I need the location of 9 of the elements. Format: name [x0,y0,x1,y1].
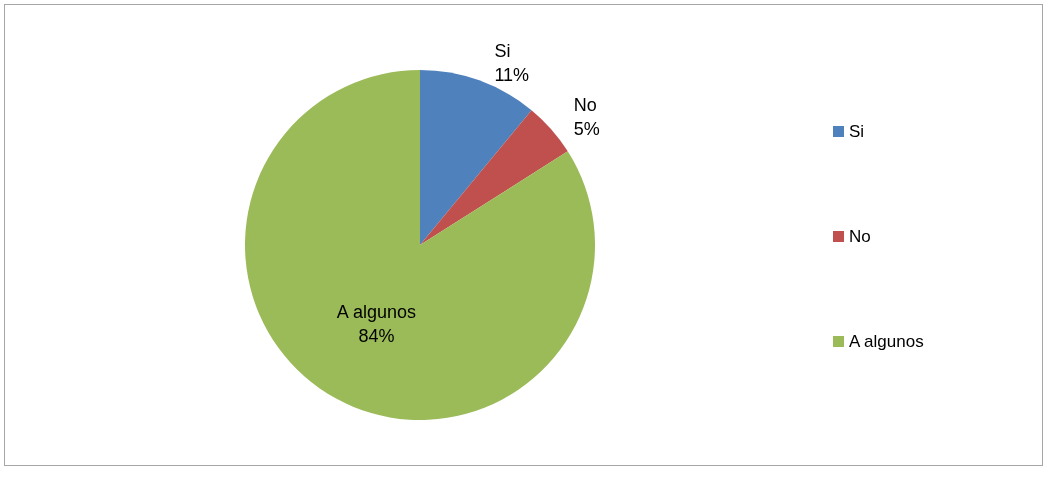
slice-label: No [573,95,597,116]
legend-label: Si [849,122,865,141]
slice-label: Si [494,41,511,62]
legend-label: A algunos [849,332,924,351]
legend-label: No [849,227,871,246]
data-label: 11% [494,65,530,86]
data-label: 84% [358,326,395,347]
slice-label: A algunos [336,302,416,323]
data-label: 5% [573,119,600,140]
